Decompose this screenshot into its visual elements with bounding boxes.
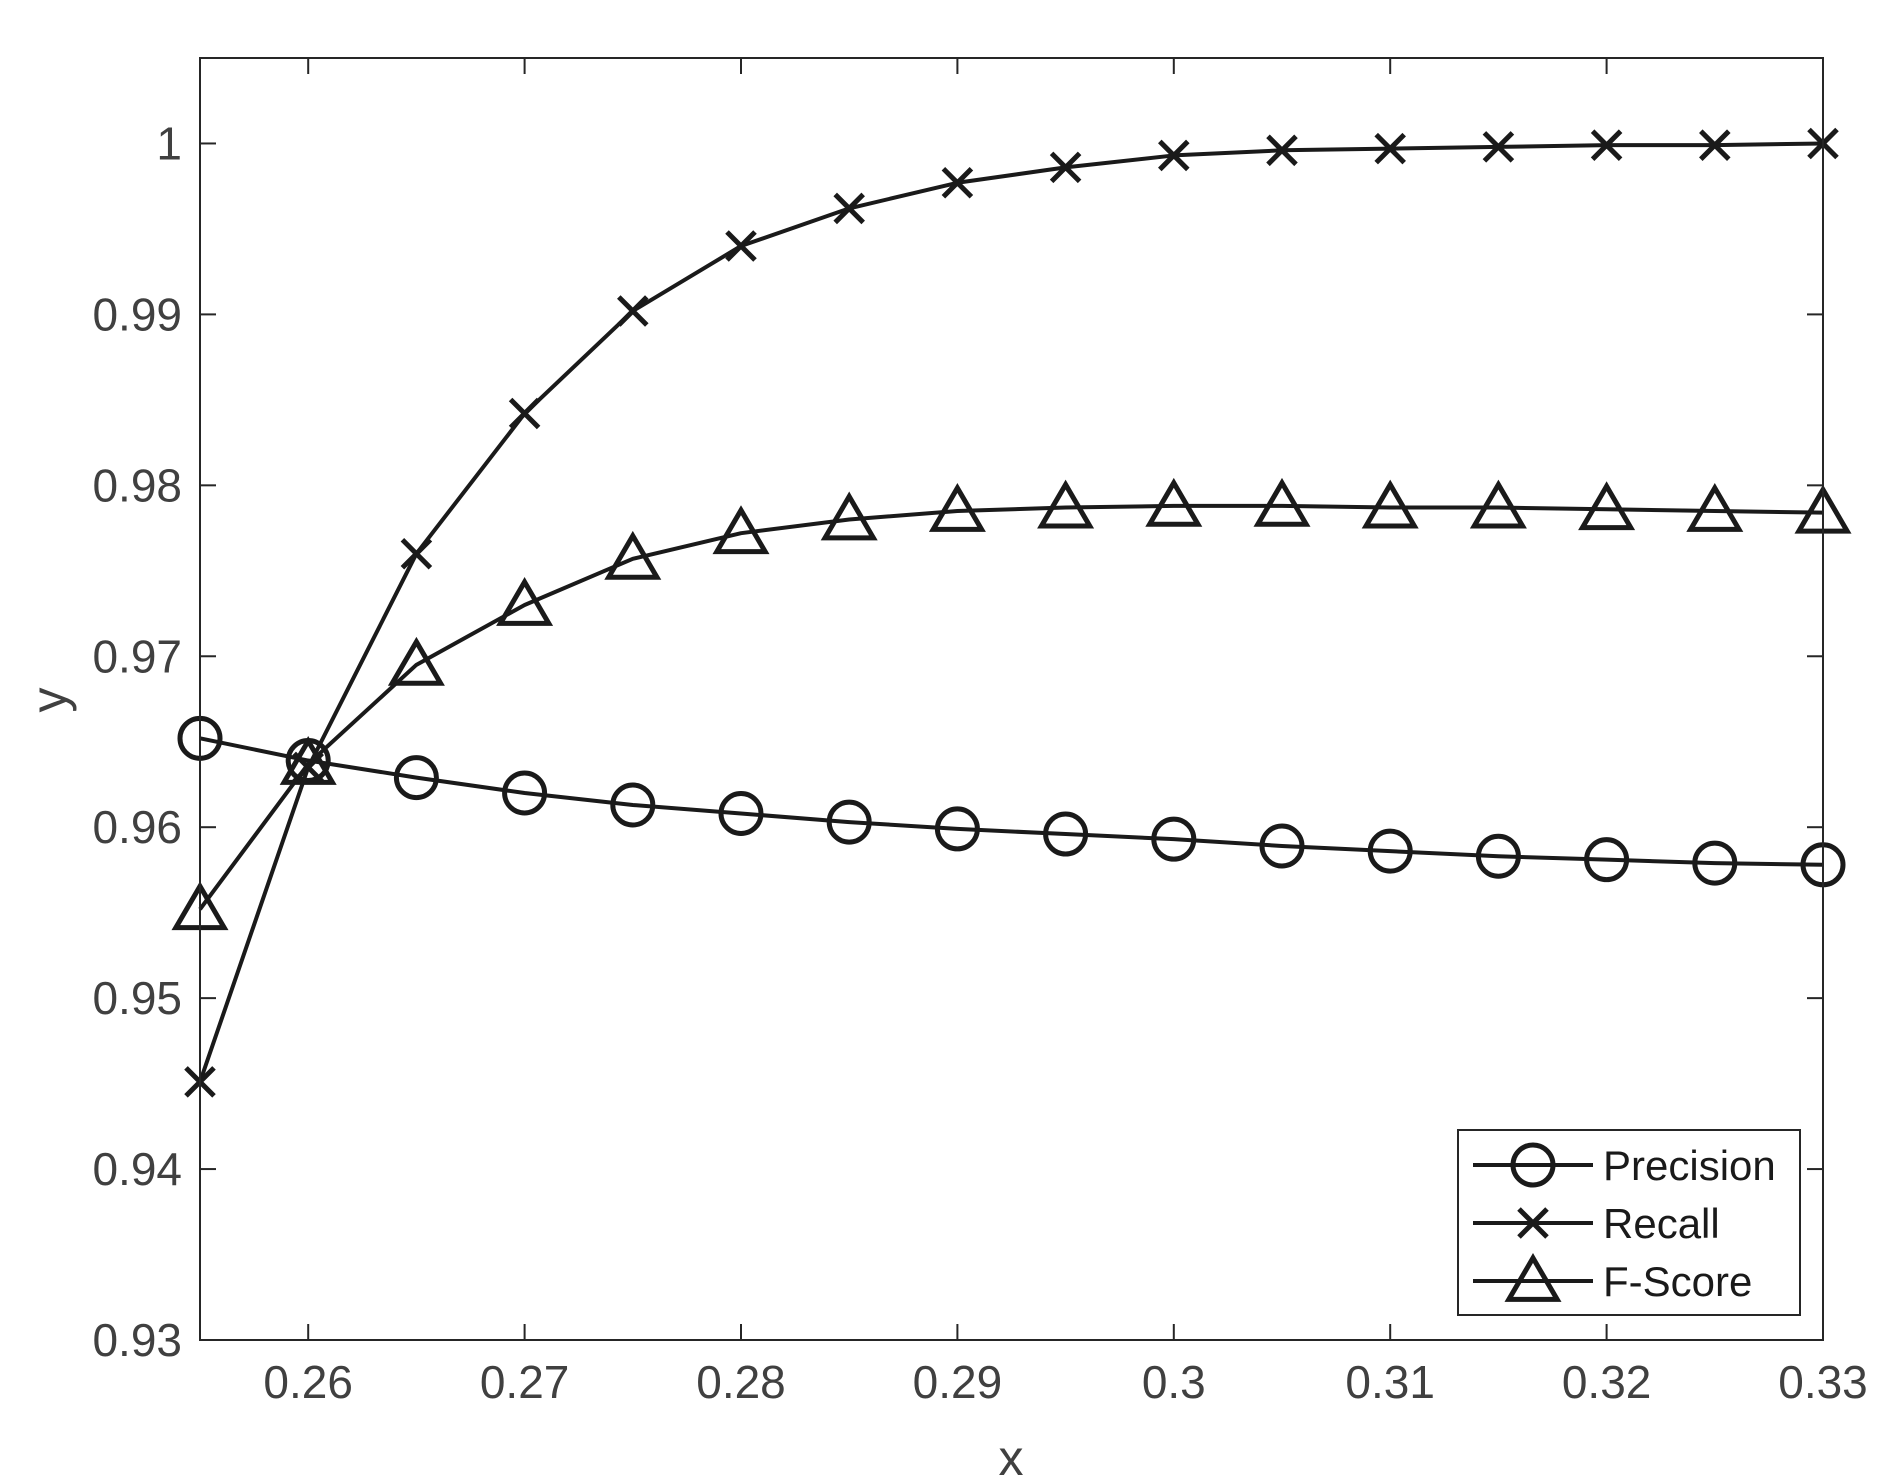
data-point-f-score bbox=[1469, 479, 1527, 529]
data-point-f-score bbox=[279, 735, 337, 785]
series-line-f-score bbox=[198, 503, 1824, 911]
legend-marker-f-score bbox=[1504, 1253, 1562, 1302]
y-axis-label: y bbox=[21, 688, 77, 713]
series-f-score bbox=[171, 477, 1852, 931]
series-line-precision bbox=[199, 736, 1824, 867]
series-layer bbox=[171, 127, 1852, 1098]
x-tick-label: 0.32 bbox=[1562, 1356, 1652, 1408]
data-point-f-score bbox=[1037, 479, 1095, 529]
data-point-precision bbox=[393, 755, 439, 801]
data-point-f-score bbox=[928, 483, 986, 532]
legend-label-precision: Precision bbox=[1603, 1142, 1776, 1189]
y-tick-label: 0.97 bbox=[92, 630, 182, 682]
y-tick-label: 0.98 bbox=[92, 459, 182, 511]
data-point-recall bbox=[1482, 131, 1515, 163]
data-point-precision bbox=[502, 770, 548, 816]
data-point-recall bbox=[1374, 132, 1406, 165]
data-point-recall bbox=[400, 537, 433, 570]
data-point-recall bbox=[1699, 129, 1731, 161]
data-point-precision bbox=[1584, 837, 1630, 883]
x-tick-label: 0.33 bbox=[1778, 1356, 1868, 1408]
data-point-f-score bbox=[1578, 481, 1636, 531]
data-point-f-score bbox=[604, 530, 662, 580]
x-axis-label: x bbox=[999, 1430, 1024, 1482]
data-point-recall bbox=[1590, 129, 1623, 161]
y-tick-label: 0.94 bbox=[92, 1143, 182, 1195]
y-tick-label: 1 bbox=[156, 117, 182, 169]
data-point-precision bbox=[610, 782, 656, 828]
data-point-recall bbox=[725, 230, 757, 262]
y-tick-label: 0.93 bbox=[92, 1314, 182, 1366]
data-point-f-score bbox=[1686, 483, 1744, 532]
legend-marker-precision bbox=[1510, 1142, 1556, 1188]
x-tick-label: 0.31 bbox=[1345, 1356, 1435, 1408]
data-point-f-score bbox=[1145, 477, 1203, 527]
data-point-precision bbox=[718, 791, 764, 837]
x-tick-label: 0.29 bbox=[913, 1356, 1003, 1408]
data-point-recall bbox=[1266, 134, 1298, 167]
data-point-f-score bbox=[387, 636, 445, 686]
data-point-precision bbox=[826, 799, 872, 845]
y-tick-label: 0.96 bbox=[92, 801, 182, 853]
y-tick-label: 0.95 bbox=[92, 972, 182, 1024]
data-point-recall bbox=[508, 397, 541, 430]
series-precision bbox=[177, 715, 1846, 888]
data-point-f-score bbox=[1253, 477, 1311, 527]
x-tick-label: 0.26 bbox=[263, 1356, 353, 1408]
data-point-f-score bbox=[712, 505, 770, 555]
data-point-f-score bbox=[1361, 479, 1419, 529]
data-point-recall bbox=[617, 295, 649, 327]
data-point-f-score bbox=[820, 491, 878, 541]
legend-label-f-score: F-Score bbox=[1603, 1258, 1752, 1305]
data-point-recall bbox=[1158, 139, 1190, 172]
data-point-f-score bbox=[496, 577, 554, 626]
legend: Precision Recall F-Score bbox=[1457, 1129, 1801, 1316]
plot-area bbox=[200, 58, 1823, 1340]
legend-marker-recall bbox=[1517, 1207, 1549, 1239]
data-point-precision bbox=[1259, 823, 1305, 869]
legend-label-recall: Recall bbox=[1603, 1200, 1720, 1247]
data-point-precision bbox=[934, 806, 980, 852]
plot-frame bbox=[199, 57, 1824, 1341]
x-tick-label: 0.27 bbox=[480, 1356, 570, 1408]
tick-labels: 0.26 0.27 0.28 0.29 0.3 0.31 0.32 0.33 0.93 0.94 0… bbox=[92, 117, 1867, 1408]
data-point-precision bbox=[1692, 840, 1738, 886]
data-point-recall bbox=[833, 192, 865, 225]
data-point-precision bbox=[1151, 816, 1197, 862]
data-point-recall bbox=[1049, 151, 1082, 184]
data-point-precision bbox=[1043, 811, 1089, 857]
series-line-recall bbox=[198, 141, 1824, 1083]
data-point-precision bbox=[1367, 828, 1413, 874]
data-point-recall bbox=[941, 167, 974, 199]
x-tick-label: 0.28 bbox=[696, 1356, 786, 1408]
y-tick-label: 0.99 bbox=[92, 288, 182, 340]
x-tick-label: 0.3 bbox=[1142, 1356, 1206, 1408]
data-point-precision bbox=[1475, 833, 1521, 879]
